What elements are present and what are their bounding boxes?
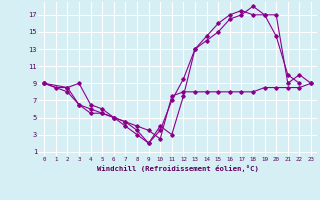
X-axis label: Windchill (Refroidissement éolien,°C): Windchill (Refroidissement éolien,°C) [97,165,259,172]
